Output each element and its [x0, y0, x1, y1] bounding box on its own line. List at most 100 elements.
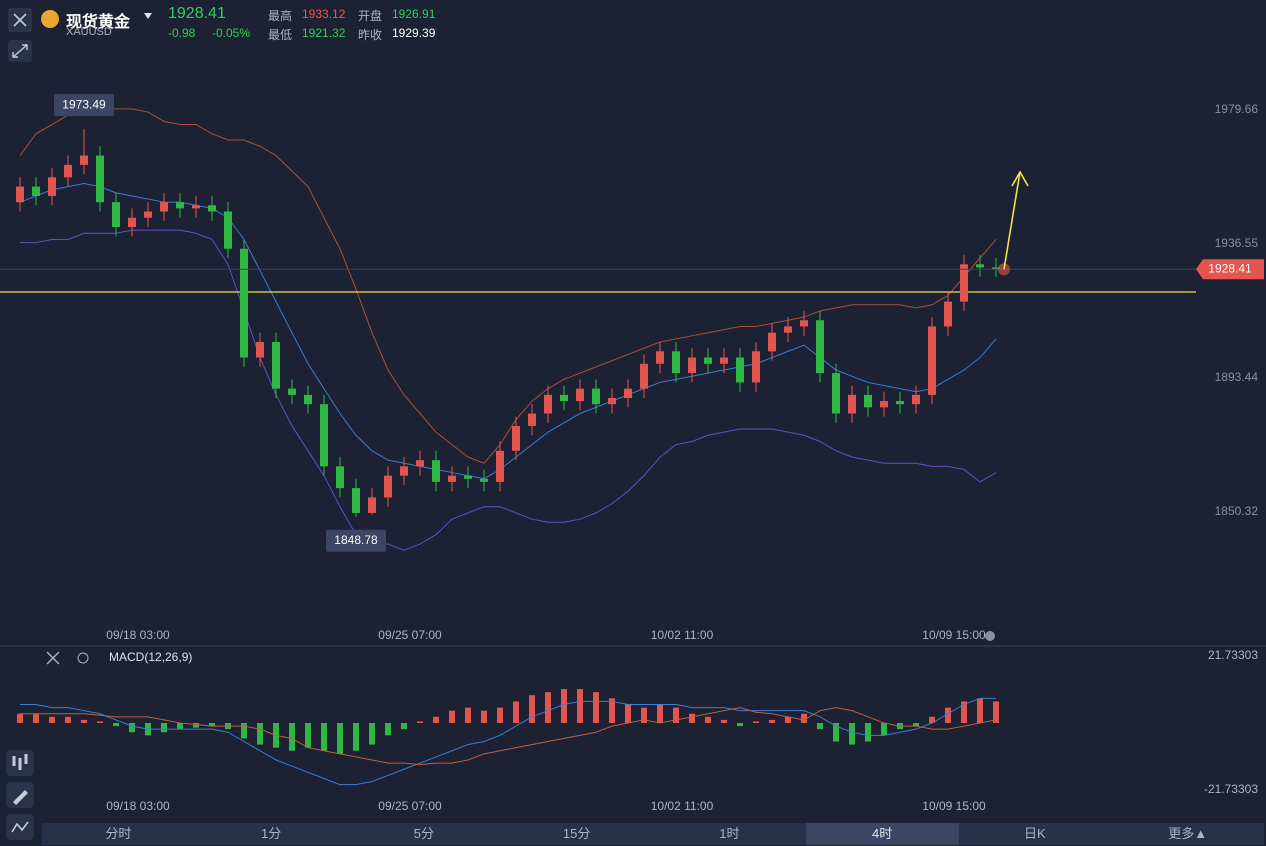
candle-body [656, 351, 664, 364]
candle-body [144, 211, 152, 218]
candle-body [160, 202, 168, 212]
indicator-line [19, 183, 997, 480]
candle-body [400, 466, 408, 476]
period-tab[interactable]: 日K [1024, 826, 1046, 841]
change-pct: -0.05% [212, 26, 251, 40]
macd-bar [753, 721, 759, 723]
macd-bar [337, 723, 343, 754]
price-badge-text: 1928.41 [1208, 261, 1252, 275]
y-tick-label: -21.73303 [1204, 782, 1258, 796]
macd-bar [545, 692, 551, 723]
x-tick-label: 10/09 15:00 [922, 799, 986, 813]
high-annotation: 1973.49 [62, 97, 106, 111]
macd-bar [561, 689, 567, 723]
macd-bar [657, 704, 663, 723]
x-tick-label: 09/25 07:00 [378, 799, 442, 813]
macd-bar [193, 723, 199, 728]
candle-body [464, 475, 472, 479]
dropdown-arrow[interactable] [144, 13, 152, 19]
period-tab[interactable]: 5分 [413, 826, 434, 841]
candle-body [688, 357, 696, 374]
candle-body [800, 320, 808, 327]
indicator-line [20, 229, 997, 551]
candle-body [848, 394, 856, 414]
candle-body [912, 394, 920, 405]
high: 1933.12 [302, 7, 346, 21]
candle-body [576, 388, 584, 402]
macd-bar [465, 707, 471, 723]
macd-bar [513, 701, 519, 723]
pen-icon [13, 790, 28, 805]
macd-bar [33, 713, 39, 723]
candle-body [256, 342, 264, 358]
x-tick-label: 09/18 03:00 [106, 799, 170, 813]
macd-bar [801, 713, 807, 723]
period-tab[interactable]: 4时 [805, 823, 959, 845]
macd-bar [817, 723, 823, 730]
candle-body [448, 475, 456, 482]
candle-body [272, 342, 280, 389]
macd-bar [961, 701, 967, 723]
candle-body [944, 301, 952, 327]
period-tab[interactable]: 更多▲ [1168, 826, 1208, 841]
candle-body [624, 388, 632, 398]
candle-body [208, 205, 216, 212]
macd-bar [401, 723, 407, 730]
expand-icon [12, 44, 28, 58]
macd-bar [689, 713, 695, 723]
candle-body [592, 388, 600, 405]
macd-bar [385, 723, 391, 736]
candle-body [96, 155, 104, 203]
x-tick-label: 10/02 11:00 [651, 799, 714, 813]
macd-settings[interactable] [77, 652, 89, 664]
low-annotation: 1848.78 [334, 533, 378, 547]
macd-bar [369, 723, 375, 745]
period-tab[interactable]: 1分 [261, 826, 282, 841]
candle-body [432, 460, 440, 482]
indicator-line [19, 108, 997, 464]
scroll-dot[interactable] [985, 631, 995, 641]
close-icon [13, 13, 27, 27]
macd-bar [417, 721, 423, 723]
macd-close[interactable] [46, 651, 60, 665]
gold-icon [41, 10, 59, 28]
line-icon [11, 821, 29, 833]
macd-bar [129, 723, 135, 733]
candle-body [416, 460, 424, 467]
candle-body [336, 466, 344, 489]
macd-bar [305, 723, 311, 748]
macd-bar [977, 698, 983, 723]
macd-bar [609, 698, 615, 723]
macd-bar [321, 723, 327, 751]
candle-body [880, 401, 888, 408]
period-tab[interactable]: 分时 [105, 826, 132, 841]
candle-body [224, 211, 232, 249]
candle-body [480, 478, 488, 482]
candle-body [304, 394, 312, 405]
candle-body [112, 202, 120, 228]
candle-body [48, 177, 56, 196]
x-tick-label: 10/02 11:00 [651, 628, 714, 642]
candle-body [496, 450, 504, 482]
macd-bar [177, 723, 183, 730]
macd-bar [913, 723, 919, 727]
period-tab[interactable]: 15分 [562, 826, 591, 841]
macd-bar [97, 721, 103, 723]
y-tick-label: 1850.32 [1215, 504, 1259, 518]
x-tick-label: 09/25 07:00 [378, 628, 442, 642]
macd-bar [113, 723, 119, 727]
macd-bar [17, 713, 23, 723]
trend-arrow [1003, 170, 1029, 270]
macd-bar [769, 719, 775, 723]
open-label: 开盘 [358, 9, 383, 23]
period-tab[interactable]: 1时 [719, 826, 740, 841]
macd-bar [289, 723, 295, 751]
macd-bar [737, 723, 743, 727]
macd-bar [65, 716, 71, 723]
macd-title: MACD(12,26,9) [109, 650, 192, 664]
macd-bar [641, 707, 647, 723]
candle-body [736, 357, 744, 383]
candle-body [864, 394, 872, 408]
candle-body [560, 394, 568, 402]
